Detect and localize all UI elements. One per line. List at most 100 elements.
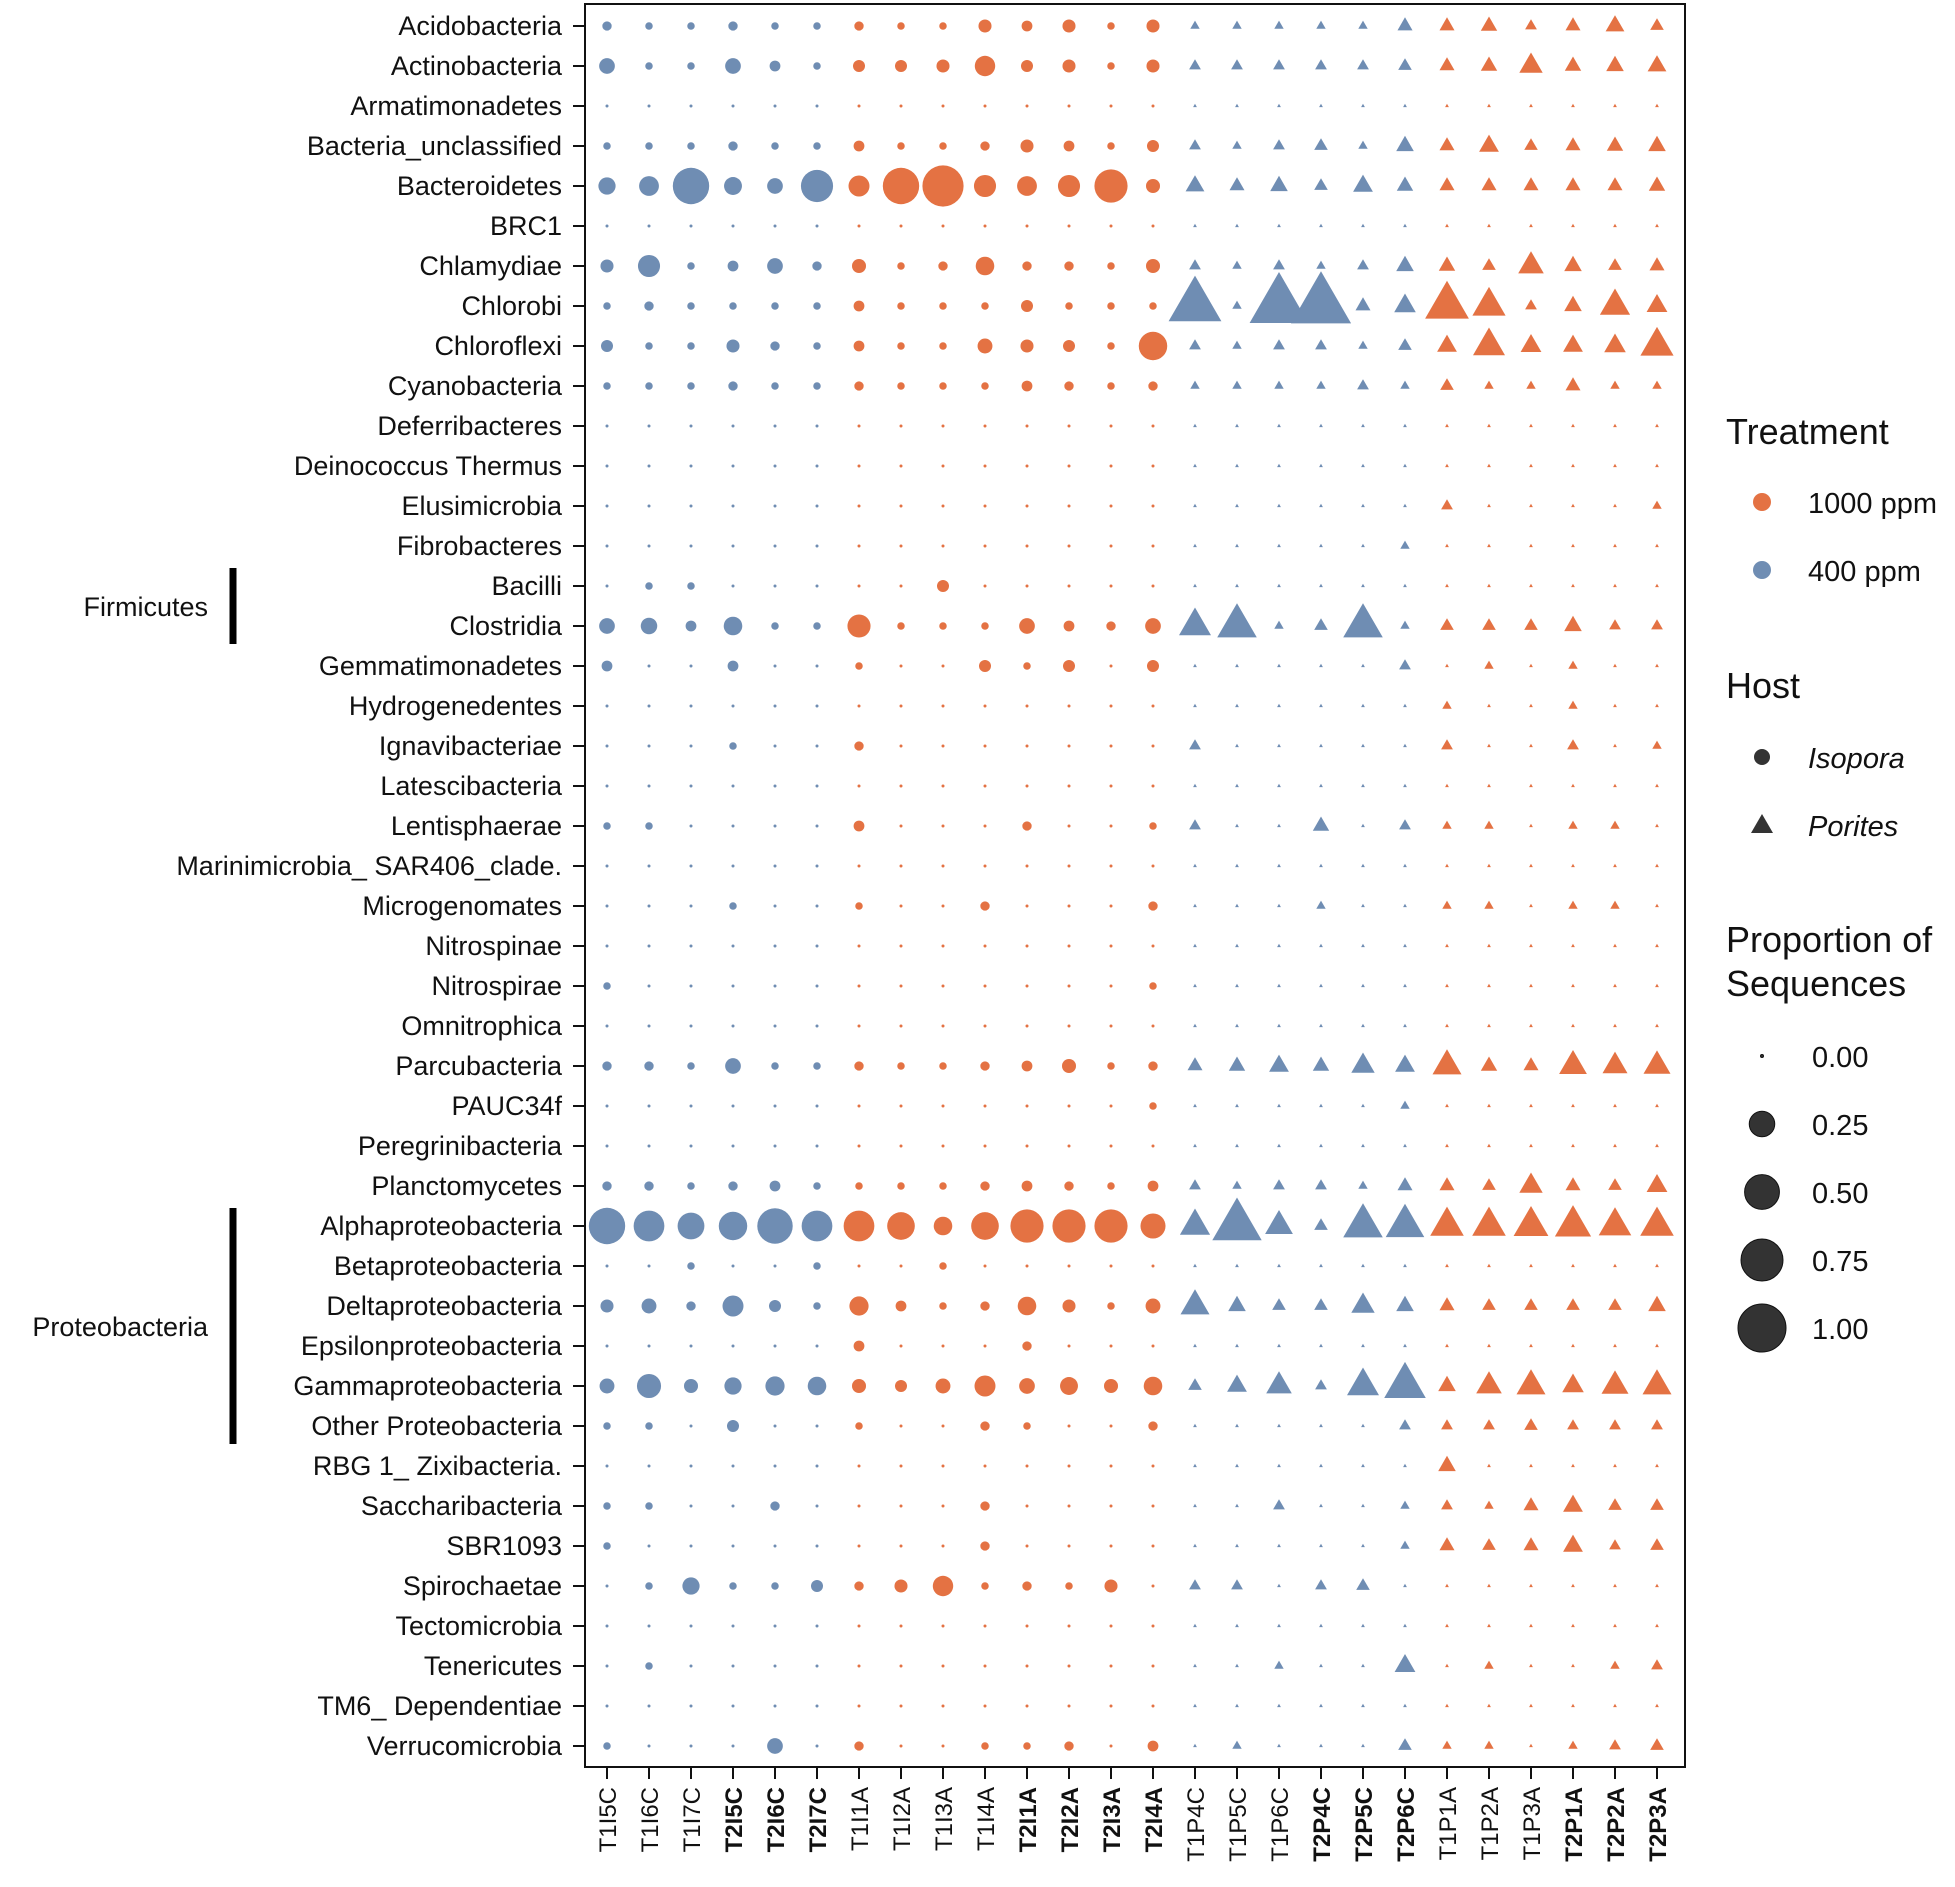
data-point xyxy=(1529,1463,1533,1468)
data-point xyxy=(1397,1177,1413,1191)
data-point xyxy=(1025,704,1029,708)
data-point xyxy=(1357,259,1369,270)
data-point xyxy=(854,741,864,751)
data-point xyxy=(1193,663,1197,668)
data-point xyxy=(897,622,905,630)
data-point xyxy=(813,1182,821,1190)
data-point xyxy=(1151,504,1155,508)
data-point xyxy=(773,1424,777,1428)
data-point xyxy=(1613,983,1617,988)
data-point xyxy=(1565,1177,1581,1191)
data-point xyxy=(1529,1103,1533,1108)
data-point xyxy=(1565,177,1581,191)
data-point xyxy=(647,1704,651,1708)
data-point xyxy=(932,1575,954,1597)
data-point xyxy=(899,1424,903,1428)
data-point xyxy=(941,1344,945,1348)
data-point xyxy=(1487,103,1491,108)
data-point xyxy=(1020,339,1034,353)
data-point xyxy=(983,824,987,828)
data-point xyxy=(1487,463,1491,468)
data-point xyxy=(895,1380,907,1392)
x-tick-label-t2p3a: T2P3A xyxy=(1645,1787,1672,1862)
legend-size-label: 1.00 xyxy=(1812,1314,1868,1346)
data-point xyxy=(941,664,945,668)
data-point xyxy=(1067,1504,1071,1508)
data-point xyxy=(983,224,987,228)
data-point xyxy=(853,820,865,832)
data-point xyxy=(647,864,651,868)
data-point xyxy=(941,104,945,108)
data-point xyxy=(1212,1197,1262,1241)
data-point xyxy=(1189,139,1201,150)
data-point xyxy=(633,1210,665,1242)
data-point xyxy=(771,22,779,30)
data-point xyxy=(1640,1206,1674,1236)
data-point xyxy=(815,464,819,468)
data-point xyxy=(689,1024,693,1028)
data-point xyxy=(1140,1213,1166,1239)
data-point xyxy=(851,1378,867,1394)
data-point xyxy=(773,984,777,988)
data-point xyxy=(1599,288,1631,315)
data-point xyxy=(1107,62,1115,70)
data-point xyxy=(1384,1361,1426,1398)
data-point xyxy=(1151,864,1155,868)
data-point xyxy=(1319,663,1323,668)
data-point xyxy=(1103,1378,1119,1394)
data-point xyxy=(939,1262,947,1270)
data-point xyxy=(939,22,947,30)
data-point xyxy=(1235,1463,1239,1468)
data-point xyxy=(1351,1292,1375,1313)
data-point xyxy=(1193,943,1197,948)
data-point xyxy=(815,784,819,788)
data-point xyxy=(1021,380,1033,392)
data-point xyxy=(847,614,871,638)
data-point xyxy=(1487,1463,1491,1468)
data-point xyxy=(1094,1209,1128,1243)
data-point xyxy=(1067,744,1071,748)
data-point xyxy=(980,1301,990,1311)
data-point xyxy=(983,1624,987,1628)
data-point xyxy=(1568,900,1578,909)
data-point xyxy=(727,660,739,672)
data-point xyxy=(723,616,743,636)
data-point xyxy=(1571,943,1575,948)
data-point xyxy=(689,864,693,868)
data-point xyxy=(1361,1623,1365,1628)
data-point xyxy=(899,984,903,988)
y-tick-label-tenericutes: Tenericutes xyxy=(424,1651,562,1681)
data-point xyxy=(645,582,653,590)
data-point xyxy=(1361,1143,1365,1148)
data-point xyxy=(1487,583,1491,588)
data-point xyxy=(1109,1624,1113,1628)
data-point xyxy=(729,742,737,750)
data-point xyxy=(855,662,863,670)
data-point xyxy=(1403,943,1407,948)
data-point xyxy=(848,175,870,197)
data-point xyxy=(1067,904,1071,908)
data-point xyxy=(1484,1740,1494,1749)
data-point xyxy=(1235,1423,1239,1428)
data-point xyxy=(1067,784,1071,788)
data-point xyxy=(1403,783,1407,788)
data-point xyxy=(1571,103,1575,108)
data-point xyxy=(1442,900,1452,909)
data-point xyxy=(1655,1463,1659,1468)
data-point xyxy=(1189,59,1201,70)
data-point xyxy=(1109,1664,1113,1668)
data-point xyxy=(977,338,993,354)
data-point xyxy=(815,864,819,868)
data-point xyxy=(815,1144,819,1148)
data-point xyxy=(1487,423,1491,428)
data-point xyxy=(605,944,609,948)
data-point xyxy=(1106,621,1116,631)
data-point xyxy=(939,1302,947,1310)
data-point xyxy=(689,224,693,228)
data-point xyxy=(647,224,651,228)
data-point xyxy=(599,1378,615,1394)
data-point xyxy=(689,984,693,988)
data-point xyxy=(983,704,987,708)
data-point xyxy=(1277,1423,1281,1428)
data-point xyxy=(1062,19,1076,33)
